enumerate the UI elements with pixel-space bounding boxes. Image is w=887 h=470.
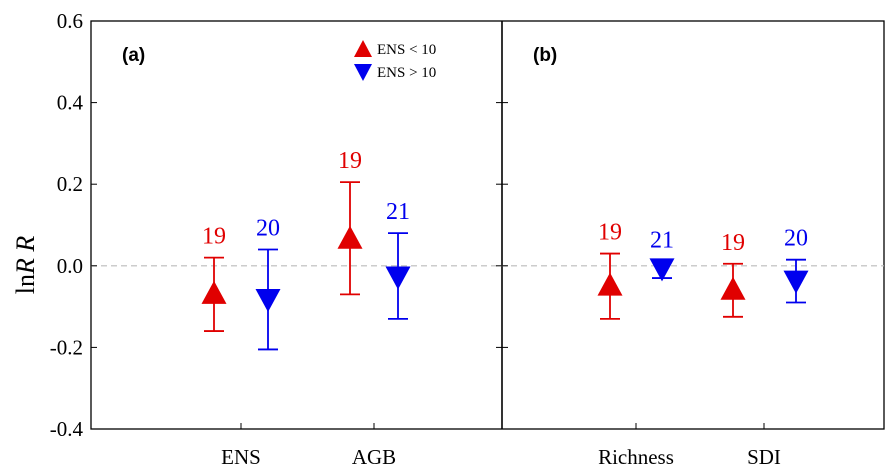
plot-frame [90, 20, 885, 430]
panels: (a) ENS 19 20 AGB 19 21 (b) Richness 19 21 SDI 19 20 [122, 45, 809, 469]
data-point-low: 19 [597, 220, 623, 320]
triangle-down-marker [385, 266, 411, 290]
data-point-low: 19 [337, 148, 363, 296]
data-point-low: 19 [201, 224, 227, 332]
legend-entry-label: ENS < 10 [377, 42, 436, 58]
y-axis: 0.6 0.4 0.2 0.0 -0.2 -0.4 [50, 9, 508, 441]
data-point-high: 21 [649, 228, 675, 282]
sample-size-label: 20 [784, 226, 808, 252]
panel-label: (a) [122, 45, 145, 66]
y-axis-label-prefix: ln [11, 274, 40, 294]
triangle-down-marker [649, 258, 675, 282]
sample-size-label: 20 [256, 215, 280, 241]
legend: ENS < 10 ENS > 10 [354, 40, 436, 81]
panel-label: (b) [533, 45, 557, 66]
triangle-up-marker [720, 276, 746, 300]
legend-marker-triangle-up [354, 40, 372, 57]
data-point-low: 19 [720, 230, 746, 318]
y-tick-label: 0.4 [57, 91, 84, 115]
y-axis-label: lnR R [11, 236, 40, 295]
panel-b: (b) Richness 19 21 SDI 19 20 [533, 45, 809, 469]
sample-size-label: 19 [202, 224, 226, 250]
legend-marker-triangle-down [354, 64, 372, 81]
data-point-high: 21 [385, 199, 411, 320]
y-tick-label: 0.0 [57, 254, 83, 278]
sample-size-label: 21 [650, 228, 674, 254]
y-axis-label-italic: R R [11, 236, 40, 275]
sample-size-label: 19 [721, 230, 745, 256]
x-category-label: SDI [747, 445, 781, 469]
y-tick-label: 0.2 [57, 172, 83, 196]
sample-size-label: 19 [598, 220, 622, 246]
data-point-high: 20 [783, 226, 809, 304]
triangle-down-marker [783, 270, 809, 294]
panel-a: (a) ENS 19 20 AGB 19 21 [122, 45, 411, 469]
triangle-up-marker [337, 225, 363, 249]
y-tick-label: 0.6 [57, 9, 83, 33]
legend-entry-label: ENS > 10 [377, 65, 436, 81]
triangle-up-marker [597, 272, 623, 296]
triangle-up-marker [201, 280, 227, 304]
x-category-label: ENS [221, 445, 261, 469]
y-tick-label: -0.2 [50, 335, 83, 359]
plot-border [90, 20, 885, 430]
sample-size-label: 21 [386, 199, 410, 225]
data-point-high: 20 [255, 215, 281, 351]
y-tick-label: -0.4 [50, 417, 84, 441]
x-category-label: AGB [352, 445, 396, 469]
x-category-label: Richness [598, 445, 674, 469]
triangle-down-marker [255, 288, 281, 312]
sample-size-label: 19 [338, 148, 362, 174]
